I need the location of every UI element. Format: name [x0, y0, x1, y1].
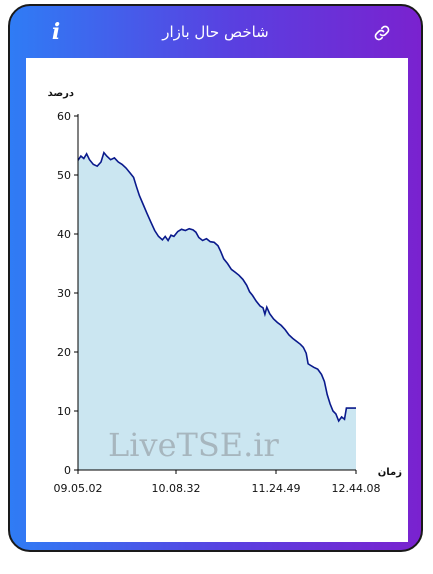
info-icon[interactable]: i [51, 19, 61, 45]
watermark: LiveTSE.ir [108, 426, 280, 464]
market-index-chart: درصد زمان LiveTSE.ir 0 10 20 30 40 50 60 09.05.… [48, 88, 403, 495]
card-title: شاخص حال بازار [162, 23, 269, 41]
x-tick-label: 12.44.08 [332, 482, 381, 495]
y-tick-label: 10 [57, 405, 71, 418]
x-tick-label: 10.08.32 [152, 482, 201, 495]
x-tick-label: 09.05.02 [54, 482, 103, 495]
x-tick-label: 11.24.49 [252, 482, 301, 495]
y-axis-title: درصد [48, 88, 74, 99]
series-area [78, 152, 356, 470]
y-tick-label: 20 [57, 346, 71, 359]
y-tick-label: 0 [64, 464, 71, 477]
x-axis-title: زمان [378, 467, 402, 478]
y-tick-label: 30 [57, 287, 71, 300]
link-icon[interactable] [373, 24, 391, 42]
series-line [77, 150, 356, 423]
y-tick-label: 40 [57, 228, 71, 241]
chart-panel: درصد زمان LiveTSE.ir 0 10 20 30 40 50 60 09.05.… [26, 58, 408, 542]
market-status-card: i شاخص حال بازار درصد زمان LiveTSE.ir 0 1… [8, 4, 423, 552]
y-tick-label: 60 [57, 110, 71, 123]
y-tick-label: 50 [57, 169, 71, 182]
card-header: i شاخص حال بازار [10, 6, 421, 58]
